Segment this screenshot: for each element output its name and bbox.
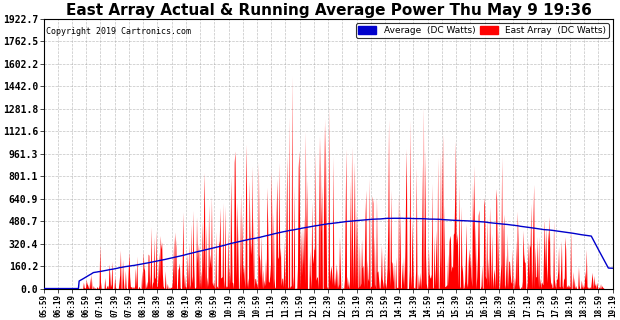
Text: Copyright 2019 Cartronics.com: Copyright 2019 Cartronics.com <box>46 27 192 36</box>
Title: East Array Actual & Running Average Power Thu May 9 19:36: East Array Actual & Running Average Powe… <box>66 3 591 18</box>
Legend: Average  (DC Watts), East Array  (DC Watts): Average (DC Watts), East Array (DC Watts… <box>356 23 609 38</box>
